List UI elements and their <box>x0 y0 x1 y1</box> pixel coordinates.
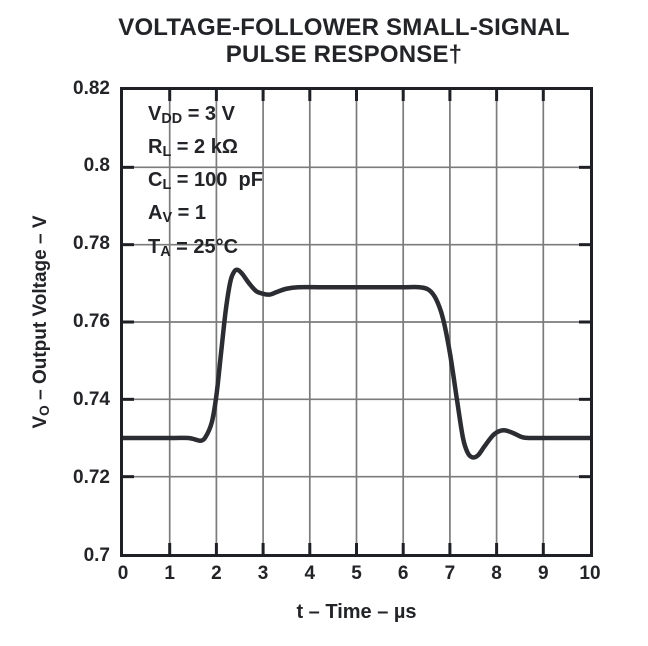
x-tick-label: 4 <box>304 563 316 584</box>
y-tick-label: 0.72 <box>73 466 110 488</box>
condition-line: RL = 2 kΩ <box>148 133 263 166</box>
pulse-response-plot <box>123 90 590 554</box>
x-tick-label: 7 <box>444 563 456 584</box>
plot-area: VDD = 3 V RL = 2 kΩ CL = 100 pF AV = 1 TA = … <box>120 87 593 557</box>
response-curve <box>123 267 590 460</box>
condition-subscript: A <box>160 243 171 260</box>
condition-symbol: A <box>148 202 163 225</box>
y-tick-label: 0.74 <box>73 388 110 410</box>
condition-subscript: V <box>162 210 173 227</box>
y-tick-label: 0.82 <box>73 77 110 99</box>
y-tick-label: 0.7 <box>83 544 110 566</box>
condition-value: = 100 pF <box>171 169 263 192</box>
condition-symbol: C <box>148 169 163 192</box>
y-tick-label: 0.8 <box>83 155 110 177</box>
condition-value: = 2 kΩ <box>171 136 238 159</box>
x-tick-label: 5 <box>351 563 362 584</box>
chart-title-line1: VOLTAGE-FOLLOWER SMALL-SIGNAL <box>118 14 570 41</box>
condition-value: = 3 V <box>182 103 235 125</box>
condition-subscript: L <box>162 177 172 194</box>
y-axis-label-symbol: V <box>30 415 51 429</box>
condition-subscript: L <box>162 144 172 161</box>
condition-line: VDD = 3 V <box>148 100 263 133</box>
chart-title: VOLTAGE-FOLLOWER SMALL-SIGNAL PULSE RESP… <box>40 14 648 68</box>
x-tick-label: 3 <box>257 563 269 584</box>
x-axis-label: t – Time – µs <box>296 601 417 623</box>
condition-line: TA = 25°C <box>148 233 263 266</box>
x-tick-label: 1 <box>164 563 175 584</box>
x-tick-label: 8 <box>491 563 502 584</box>
x-tick-label: 6 <box>397 563 409 584</box>
y-tick-label: 0.78 <box>73 233 110 255</box>
x-tick-label: 0 <box>117 563 129 584</box>
chart-title-line2: PULSE RESPONSE† <box>225 41 463 68</box>
condition-symbol: T <box>148 235 161 258</box>
test-conditions: VDD = 3 V RL = 2 kΩ CL = 100 pF AV = 1 TA = … <box>148 100 263 266</box>
condition-value: = 25°C <box>170 235 239 258</box>
condition-line: AV = 1 <box>148 199 263 232</box>
condition-subscript: DD <box>161 111 183 128</box>
condition-line: CL = 100 pF <box>148 166 263 199</box>
x-tick-label: 9 <box>538 563 549 584</box>
y-tick-label: 0.76 <box>73 311 110 332</box>
x-tick-label: 10 <box>579 563 601 584</box>
condition-symbol: V <box>148 103 162 125</box>
x-tick-label: 2 <box>211 563 222 584</box>
condition-symbol: R <box>148 136 163 159</box>
condition-value: = 1 <box>172 202 206 225</box>
